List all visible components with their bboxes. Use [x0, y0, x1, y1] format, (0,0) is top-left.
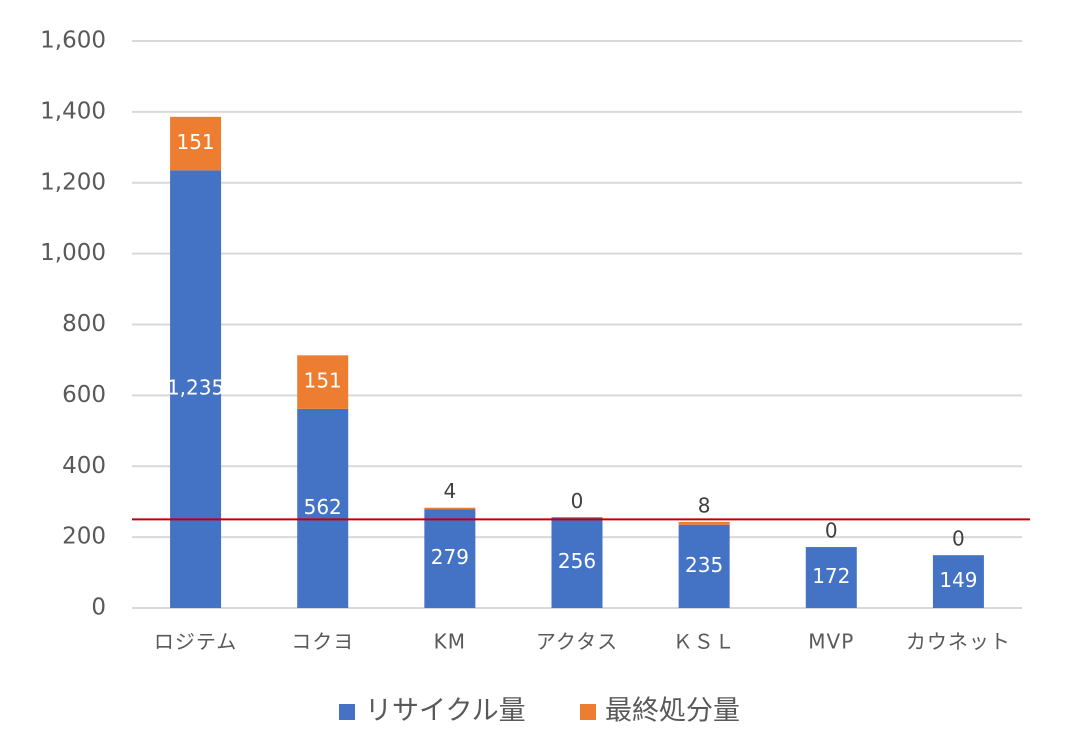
legend-swatch-recycle: [339, 704, 355, 720]
data-label-recycle: 149: [939, 568, 977, 592]
bar-recycle[interactable]: [678, 524, 730, 608]
data-label-recycle: 235: [685, 553, 723, 577]
x-category-label: KM: [434, 630, 466, 654]
data-label-recycle: 562: [304, 495, 342, 519]
y-tick-label: 0: [91, 595, 106, 621]
data-label-disposal: 8: [698, 493, 711, 517]
bar-recycle[interactable]: [805, 547, 857, 608]
legend-label-disposal: 最終処分量: [605, 696, 740, 727]
data-label-recycle: 1,235: [167, 376, 224, 400]
data-label-disposal: 0: [952, 527, 965, 551]
bar-disposal[interactable]: [170, 116, 222, 171]
y-tick-label: 1,200: [40, 169, 106, 195]
bar-disposal[interactable]: [424, 507, 476, 510]
x-category-label: MVP: [808, 630, 854, 654]
x-category-label: コクヨ: [291, 630, 354, 654]
legend-swatch-disposal: [580, 704, 596, 720]
data-label-disposal: 0: [571, 489, 584, 513]
y-tick-label: 600: [62, 382, 106, 408]
legend-label-recycle: リサイクル量: [365, 696, 526, 727]
y-tick-label: 1,600: [40, 28, 106, 54]
data-label-recycle: 172: [812, 564, 850, 588]
y-tick-label: 400: [62, 453, 106, 479]
data-label-recycle: 256: [558, 549, 596, 573]
x-category-label: ロジテム: [154, 630, 237, 654]
y-tick-label: 200: [62, 524, 106, 550]
bar-recycle[interactable]: [932, 555, 984, 608]
y-tick-label: 800: [62, 311, 106, 337]
bar-recycle[interactable]: [551, 517, 603, 608]
data-label-disposal: 4: [443, 479, 456, 503]
bar-disposal[interactable]: [297, 355, 349, 409]
bar-recycle[interactable]: [170, 170, 222, 609]
y-tick-label: 1,000: [40, 240, 106, 266]
data-label-recycle: 279: [431, 545, 469, 569]
x-category-label: アクタス: [536, 630, 618, 654]
x-category-label: ＫＳＬ: [673, 630, 736, 654]
bar-recycle[interactable]: [297, 408, 349, 608]
bar-recycle[interactable]: [424, 509, 476, 608]
data-label-disposal: 0: [825, 519, 838, 543]
data-label-disposal: 151: [304, 369, 342, 393]
bar-disposal[interactable]: [678, 521, 730, 525]
data-label-disposal: 151: [176, 130, 214, 154]
x-category-label: カウネット: [906, 630, 1011, 654]
y-tick-label: 1,400: [40, 98, 106, 124]
